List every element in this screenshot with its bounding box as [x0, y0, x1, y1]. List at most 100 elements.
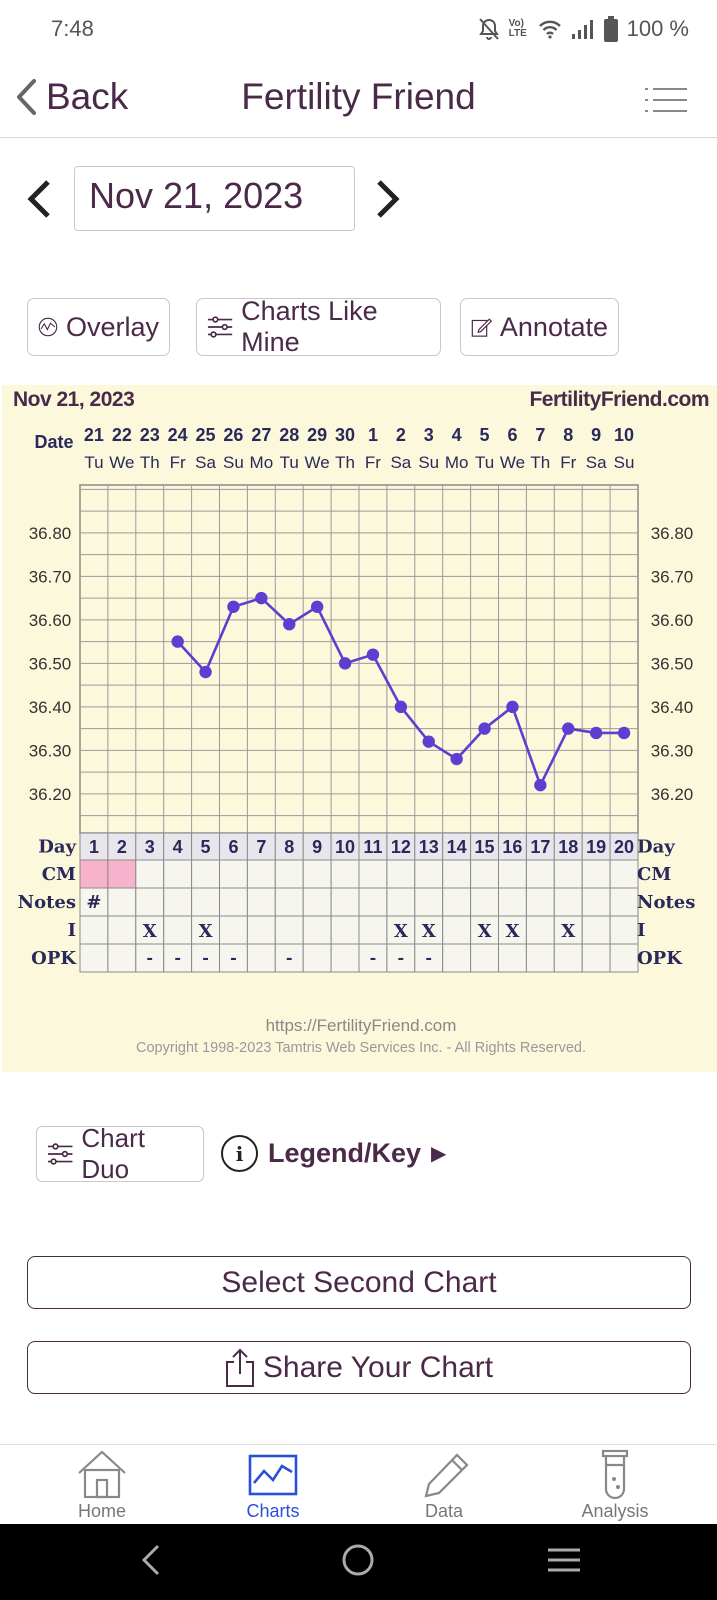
nav-data[interactable]: Data: [384, 1449, 504, 1522]
table-cell-opk: [498, 943, 527, 973]
select-second-chart-button[interactable]: Select Second Chart: [27, 1256, 691, 1309]
overlay-button[interactable]: Overlay: [27, 298, 170, 356]
intercourse-mark: X: [505, 921, 519, 942]
cycle-day-label: 7: [256, 837, 266, 857]
charts-like-mine-button[interactable]: Charts Like Mine: [196, 296, 441, 357]
nav-home[interactable]: Home: [42, 1449, 162, 1522]
x-date-label: 29: [307, 425, 327, 445]
row-label-cm-right: CM: [637, 864, 671, 885]
cycle-day-label: 14: [447, 837, 467, 857]
nav-charts-label: Charts: [246, 1501, 300, 1521]
edit-icon: [471, 318, 492, 337]
back-button[interactable]: Back: [14, 76, 128, 118]
y-tick-label-right: 36.80: [651, 524, 694, 543]
x-weekday-label: Tu: [475, 453, 494, 472]
x-date-label: 24: [168, 425, 188, 445]
temperature-point: [227, 600, 240, 613]
table-cell-opk: [163, 943, 193, 973]
x-date-label: 25: [196, 425, 216, 445]
intercourse-mark: X: [394, 921, 408, 942]
table-cell-i: [79, 915, 109, 945]
date-navigator: Nov 21, 2023: [0, 166, 717, 232]
overlay-label: Overlay: [65, 311, 159, 342]
share-chart-button[interactable]: Share Your Chart: [27, 1341, 691, 1394]
chart-axis-labels: Date 21Tu22We23Th24Fr25Sa26Su27Mo28Tu29We…: [29, 425, 694, 804]
list-menu-icon: [645, 88, 687, 112]
table-cell-notes: [135, 887, 165, 917]
table-cell-i: [302, 915, 332, 945]
temperature-point: [562, 722, 575, 735]
back-label: Back: [46, 76, 129, 117]
x-date-label: 8: [563, 425, 573, 445]
y-tick-label-right: 36.50: [651, 654, 694, 673]
test-tube-icon: [601, 1449, 629, 1499]
table-cell-opk: [442, 943, 472, 973]
battery-icon: [603, 16, 618, 42]
table-cell-opk: [219, 943, 248, 973]
status-icons: Vo) LTE 100 %: [478, 14, 689, 44]
intercourse-mark: X: [143, 921, 157, 942]
table-cell-i: [581, 915, 611, 945]
table-cell-cm: [191, 859, 221, 889]
legend-key-link[interactable]: i Legend/Key ▶: [221, 1135, 446, 1172]
date-field[interactable]: Nov 21, 2023: [74, 166, 355, 231]
x-date-label: 28: [279, 425, 299, 445]
menu-button[interactable]: [645, 86, 687, 119]
x-weekday-label: Th: [335, 453, 355, 472]
annotate-button[interactable]: Annotate: [460, 298, 619, 356]
opk-mark: -: [398, 948, 405, 967]
chart-duo-button[interactable]: Chart Duo: [36, 1123, 204, 1184]
row-label-i: I: [68, 920, 76, 941]
system-home-button[interactable]: [338, 1540, 378, 1585]
table-cell-cm: [163, 859, 193, 889]
x-weekday-label: Fr: [560, 453, 576, 472]
share-icon: [225, 1348, 254, 1387]
temperature-point: [310, 600, 324, 613]
table-cell-i: [386, 915, 416, 945]
chart-footer-url: https://FertilityFriend.com: [266, 1016, 457, 1035]
x-date-label: 5: [480, 425, 490, 445]
nav-data-label: Data: [424, 1501, 464, 1521]
table-cell-notes: [302, 887, 332, 917]
table-cell-day: [191, 832, 221, 861]
cycle-day-label: 13: [419, 837, 439, 857]
share-chart-label: Share Your Chart: [262, 1350, 494, 1384]
nav-charts[interactable]: Charts: [213, 1449, 333, 1522]
chart-header-site: FertilityFriend.com: [529, 388, 709, 411]
table-cell-cm: [358, 859, 388, 889]
cycle-day-label: 11: [363, 837, 382, 857]
status-bar: 7:48 Vo) LTE 100 %: [0, 0, 717, 60]
table-cell-notes: [498, 887, 527, 917]
date-row-label: Date: [34, 432, 73, 452]
charts-icon: [248, 1454, 298, 1496]
x-weekday-label: Tu: [84, 453, 103, 472]
table-cell-opk: [246, 943, 276, 973]
system-back-button[interactable]: [136, 1540, 166, 1585]
overlay-chart-icon: [38, 317, 58, 337]
table-cell-notes: [386, 887, 416, 917]
row-label-day: Day: [38, 837, 76, 858]
intercourse-mark: X: [478, 921, 492, 942]
opk-mark: -: [230, 948, 237, 967]
cycle-day-label: 1: [89, 837, 99, 857]
home-circle-icon: [342, 1544, 374, 1576]
x-weekday-label: Tu: [280, 453, 299, 472]
app-header: Back Fertility Friend: [0, 62, 717, 138]
nav-analysis-label: Analysis: [581, 1501, 649, 1521]
previous-date-button[interactable]: [24, 178, 54, 225]
table-cell-i: [525, 915, 555, 945]
y-tick-label-left: 36.50: [29, 654, 72, 673]
back-arrow-icon: [141, 1544, 160, 1576]
next-date-button[interactable]: [373, 178, 403, 225]
table-cell-cm: [246, 859, 276, 889]
x-weekday-label: Sa: [586, 453, 607, 472]
temperature-point: [338, 657, 352, 670]
system-recents-button[interactable]: [546, 1540, 582, 1585]
signal-icon: [571, 20, 593, 39]
opk-mark: -: [174, 948, 181, 967]
table-cell-notes: [107, 887, 137, 917]
x-weekday-label: Su: [614, 453, 635, 472]
table-cell-notes: [246, 887, 276, 917]
nav-analysis[interactable]: Analysis: [555, 1449, 675, 1522]
